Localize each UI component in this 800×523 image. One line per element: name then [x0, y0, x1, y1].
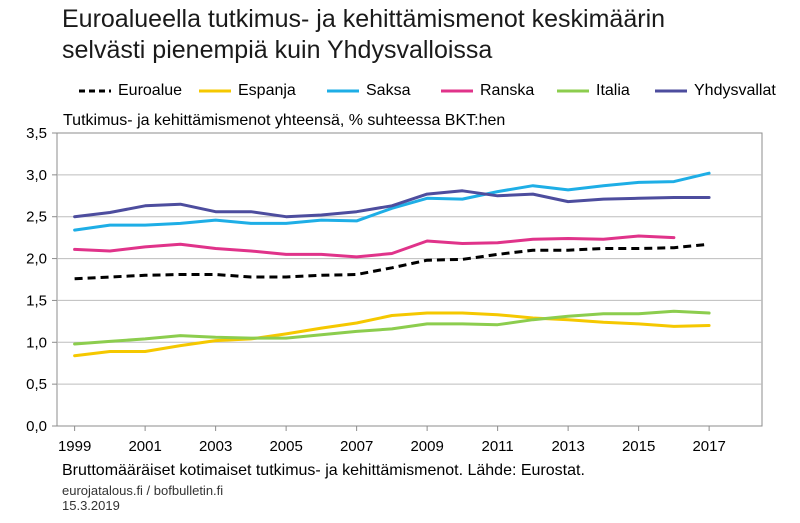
- x-tick-label: 2003: [199, 438, 232, 455]
- chart-legend: Euroalue Espanja Saksa Ranska Italia Yhdysval…: [78, 80, 778, 102]
- x-tick-label: 2013: [551, 438, 584, 455]
- chart-title-line-2: selvästi pienempiä kuin Yhdysvalloissa: [62, 36, 493, 64]
- site-note: eurojatalous.fi / bofbulletin.fi: [62, 483, 224, 498]
- x-tick-label: 2007: [340, 438, 373, 455]
- legend-swatch-italia: [557, 89, 589, 93]
- series-line-italia: [73, 309, 711, 346]
- legend-item-yhdysvallat: Yhdysvallat: [654, 80, 776, 102]
- series-line-yhdysvallat: [73, 189, 711, 219]
- y-tick-label: 3,5: [26, 125, 47, 142]
- legend-item-italia: Italia: [556, 80, 630, 102]
- series-line-ranska: [73, 234, 676, 259]
- x-tick-label: 2017: [692, 438, 725, 455]
- x-tick-label: 2009: [410, 438, 443, 455]
- y-tick-label: 0,0: [26, 418, 47, 435]
- x-tick-label: 2011: [481, 438, 513, 455]
- series-line-espanja: [73, 311, 711, 358]
- y-tick-label: 3,0: [26, 167, 47, 184]
- legend-swatch-ranska: [441, 89, 473, 93]
- x-tick-label: 2015: [622, 438, 655, 455]
- x-tick-label: 1999: [58, 438, 91, 455]
- legend-swatch-yhdysvallat: [655, 89, 687, 93]
- legend-item-ranska: Ranska: [440, 80, 534, 102]
- y-tick-label: 1,5: [26, 292, 47, 309]
- series-line-saksa: [73, 171, 711, 232]
- series-line-euroalue: [74, 242, 710, 281]
- y-tick-label: 2,0: [26, 251, 47, 268]
- chart-title: Euroalueella tutkimus- ja kehittämismeno…: [62, 4, 782, 66]
- plot-frame: [56, 132, 763, 427]
- legend-label-espanja: Espanja: [238, 82, 296, 99]
- y-tick-label: 0,5: [26, 376, 47, 393]
- source-note: Bruttomääräiset kotimaiset tutkimus- ja …: [62, 462, 585, 479]
- chart-title-line-1: Euroalueella tutkimus- ja kehittämismeno…: [62, 5, 666, 33]
- x-tick-label: 2005: [269, 438, 302, 455]
- legend-label-ranska: Ranska: [480, 82, 535, 99]
- publication-date: 15.3.2019: [62, 498, 120, 513]
- legend-item-espanja: Espanja: [198, 80, 296, 102]
- x-tick-label: 2001: [128, 438, 161, 455]
- legend-label-yhdysvallat: Yhdysvallat: [694, 82, 776, 99]
- y-tick-label: 1,0: [26, 334, 47, 351]
- legend-label-italia: Italia: [596, 82, 630, 99]
- legend-item-euroalue: Euroalue: [78, 80, 182, 102]
- legend-swatch-euroalue: [79, 89, 111, 93]
- legend-item-saksa: Saksa: [326, 80, 410, 102]
- chart-subtitle: Tutkimus- ja kehittämismenot yhteensä, %…: [63, 112, 506, 129]
- legend-swatch-espanja: [199, 89, 231, 93]
- legend-swatch-saksa: [327, 89, 359, 93]
- legend-label-saksa: Saksa: [366, 82, 411, 99]
- y-tick-label: 2,5: [26, 209, 47, 226]
- legend-label-euroalue: Euroalue: [118, 82, 183, 99]
